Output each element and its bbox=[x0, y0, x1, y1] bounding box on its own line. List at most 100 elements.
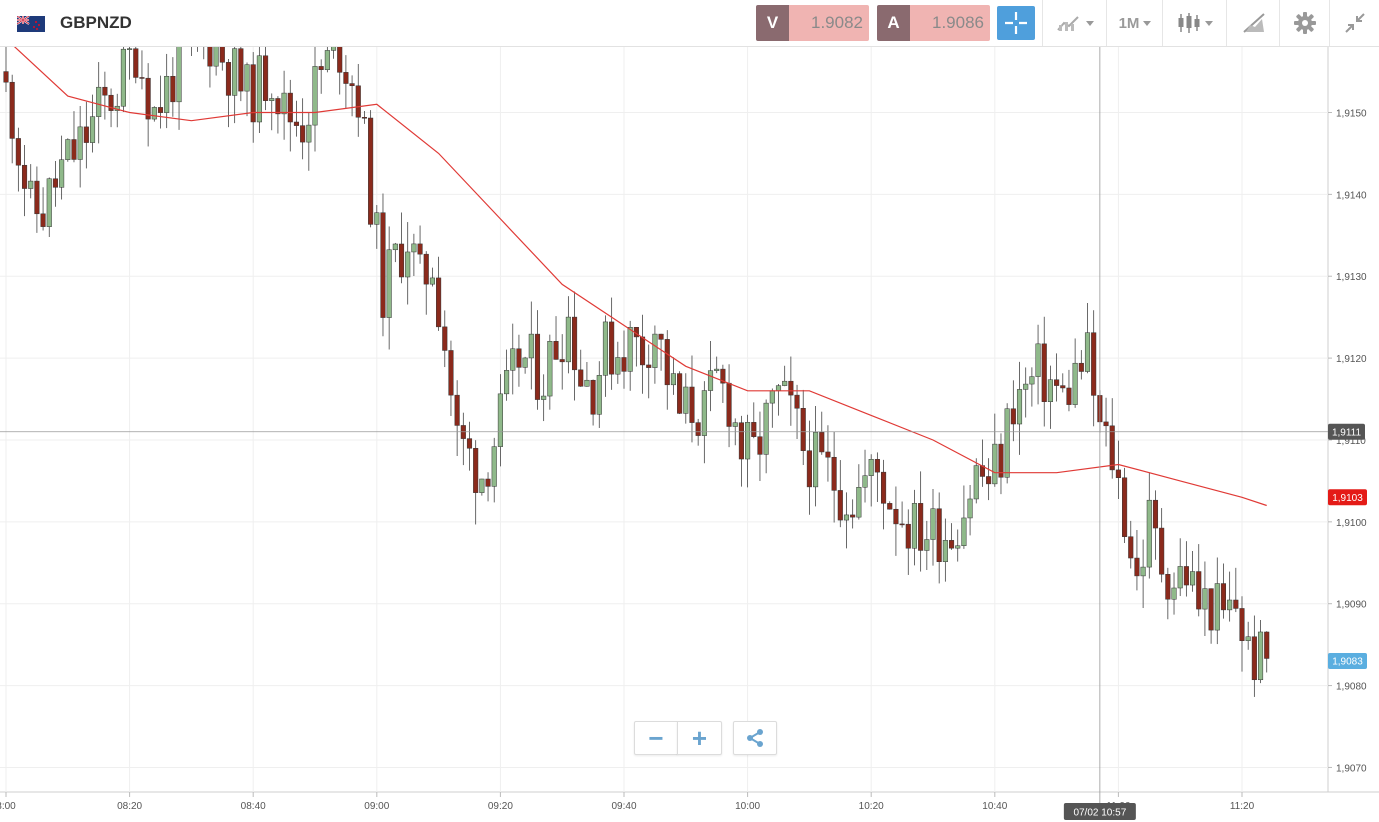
candle bbox=[541, 374, 547, 422]
candle bbox=[763, 399, 769, 474]
candle bbox=[1128, 520, 1134, 569]
candle bbox=[330, 47, 337, 59]
candle bbox=[1146, 472, 1152, 579]
candle bbox=[1091, 310, 1097, 427]
candle bbox=[1190, 551, 1196, 592]
collapse-icon bbox=[1345, 13, 1365, 33]
candle bbox=[1004, 403, 1010, 484]
candle-style-button[interactable] bbox=[1162, 0, 1227, 46]
candle bbox=[782, 365, 788, 387]
candle bbox=[34, 166, 40, 233]
buy-quote-button[interactable]: A 1.9086 bbox=[877, 5, 990, 41]
y-tick-label: 1,9090 bbox=[1336, 600, 1367, 611]
zoom-out-button[interactable]: − bbox=[634, 721, 678, 755]
price-chart[interactable]: 1,9150 1,9140 1,9130 1,9120 1,9110 1,9100 1,90… bbox=[0, 47, 1379, 822]
x-tick-label: 08:40 bbox=[241, 801, 266, 812]
candle bbox=[89, 94, 96, 153]
candle bbox=[473, 440, 479, 525]
cursor-time-label: 07/02 10:57 bbox=[1073, 808, 1126, 819]
candle bbox=[961, 485, 967, 549]
x-tick-label: 10:40 bbox=[982, 801, 1007, 812]
candle bbox=[203, 47, 205, 60]
candle bbox=[225, 58, 232, 128]
x-tick-label: 8:00 bbox=[0, 801, 16, 812]
candle bbox=[349, 75, 355, 117]
candle bbox=[460, 412, 466, 466]
candle bbox=[652, 325, 658, 384]
candle bbox=[40, 187, 46, 231]
share-button[interactable] bbox=[733, 721, 777, 755]
candle bbox=[1010, 380, 1016, 442]
candle bbox=[1159, 508, 1165, 583]
candle bbox=[1220, 563, 1227, 619]
candle bbox=[701, 381, 707, 464]
candle bbox=[281, 70, 287, 140]
sell-quote-button[interactable]: V 1.9082 bbox=[756, 5, 869, 41]
candle bbox=[466, 421, 473, 471]
candle bbox=[263, 47, 269, 111]
x-tick-label: 10:00 bbox=[735, 801, 760, 812]
uk-nz-flag-icon bbox=[17, 16, 45, 32]
candle bbox=[423, 251, 429, 315]
candle bbox=[256, 47, 262, 134]
candle bbox=[751, 402, 757, 439]
drawing-tools-button[interactable] bbox=[1226, 0, 1280, 46]
candle bbox=[164, 53, 170, 129]
candle bbox=[565, 296, 571, 374]
candle bbox=[65, 138, 71, 162]
candle bbox=[1122, 467, 1128, 543]
candle bbox=[658, 333, 664, 371]
zoom-in-button[interactable]: + bbox=[677, 721, 722, 755]
candle bbox=[1023, 367, 1029, 418]
candle bbox=[664, 330, 670, 410]
y-tick-label: 1,9130 bbox=[1336, 272, 1367, 283]
candle bbox=[726, 364, 732, 448]
chart-type-button[interactable] bbox=[1042, 0, 1107, 46]
candle bbox=[992, 413, 998, 487]
candle bbox=[1245, 621, 1251, 650]
candle bbox=[454, 380, 460, 456]
candle bbox=[287, 79, 293, 152]
candle bbox=[936, 492, 942, 584]
x-tick-label: 09:20 bbox=[488, 801, 513, 812]
candle bbox=[9, 74, 15, 164]
candle bbox=[584, 362, 590, 387]
sell-label: V bbox=[756, 5, 789, 41]
candle bbox=[547, 334, 553, 410]
candle bbox=[1239, 596, 1245, 672]
candle bbox=[1227, 571, 1233, 622]
candle bbox=[405, 222, 411, 305]
symbol-title: GBPNZD bbox=[60, 13, 132, 32]
minus-icon: − bbox=[648, 722, 664, 753]
candle bbox=[967, 484, 973, 536]
y-tick-label: 1,9080 bbox=[1336, 682, 1367, 693]
share-icon bbox=[747, 729, 763, 747]
candle bbox=[479, 478, 485, 496]
candle bbox=[213, 47, 219, 76]
timeframe-label: 1M bbox=[1118, 14, 1140, 32]
crosshair-button[interactable] bbox=[997, 6, 1035, 40]
collapse-button[interactable] bbox=[1329, 0, 1379, 46]
sell-price: 1.9082 bbox=[789, 5, 869, 41]
candlestick-icon bbox=[1178, 13, 1200, 33]
y-tick-label: 1,9100 bbox=[1336, 518, 1367, 529]
candle bbox=[1196, 544, 1202, 617]
candle bbox=[170, 57, 176, 117]
candle bbox=[639, 314, 646, 394]
timeframe-dropdown[interactable]: 1M bbox=[1106, 0, 1163, 46]
settings-button[interactable] bbox=[1279, 0, 1330, 46]
candle bbox=[343, 55, 349, 109]
current-price-label: 1,9083 bbox=[1332, 657, 1363, 668]
candle bbox=[998, 433, 1004, 495]
candle bbox=[436, 256, 442, 331]
candle bbox=[491, 437, 497, 503]
crosshair-icon bbox=[1005, 12, 1027, 34]
candle bbox=[769, 388, 775, 428]
cursor-price-label: 1,9111 bbox=[1332, 427, 1362, 438]
candle bbox=[1134, 529, 1140, 591]
candle bbox=[21, 144, 28, 217]
toolbar: GBPNZD V 1.9082 A 1.9086 1M bbox=[0, 0, 1379, 47]
candle bbox=[627, 320, 633, 391]
candle bbox=[819, 411, 825, 455]
candle bbox=[96, 62, 102, 144]
